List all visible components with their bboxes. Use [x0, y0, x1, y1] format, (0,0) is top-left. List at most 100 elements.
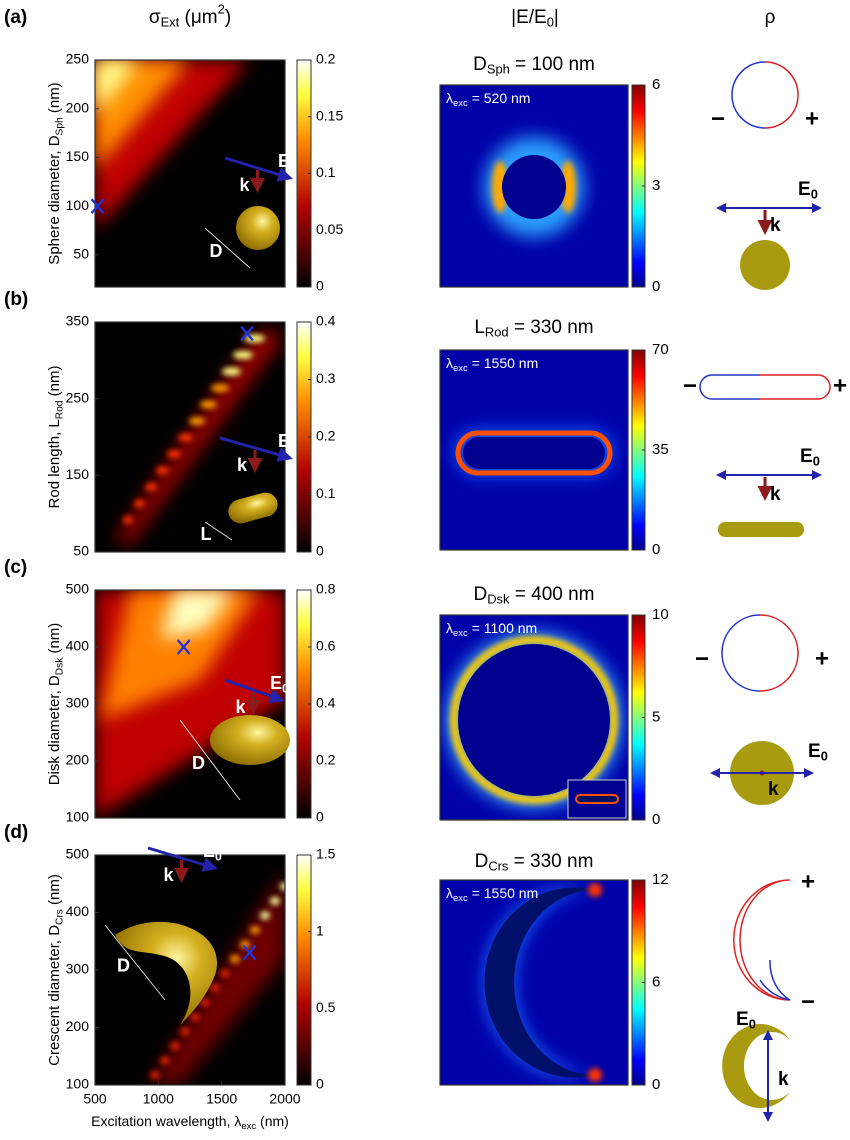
field-map-title-part: Crs [488, 859, 508, 874]
y-tick-label: 100 [66, 197, 90, 213]
excitation-label-part: λ [446, 620, 453, 636]
y-tick-label: 50 [73, 543, 89, 559]
excitation-label-part: = 1550 nm [468, 355, 538, 371]
y-tick-label: 200 [66, 99, 90, 115]
y-axis-label-part: Rod [54, 400, 65, 419]
field-map-title-part: = 330 nm [509, 317, 594, 338]
x-tick-label: 1500 [206, 1091, 237, 1107]
excitation-label-part: = 1550 nm [468, 885, 538, 901]
column-header-part: 0 [547, 15, 554, 30]
column-header-part: (μm [179, 7, 217, 28]
panel-label: (a) [4, 7, 27, 28]
column-header-part: ρ [765, 7, 776, 28]
field-colorbar-tick-label: 0 [652, 278, 660, 295]
colorbar-tick-label: 0.1 [316, 485, 336, 501]
colorbar-tick-label: 0.2 [316, 51, 336, 67]
y-axis-label-part: Crescent diameter, D [46, 925, 63, 1066]
column-header: σExt (μm2) [149, 2, 231, 30]
inset-size-label: D [210, 241, 223, 261]
field-colorbar-tick-label: 0 [652, 811, 660, 828]
x-axis-label-part: Excitation wavelength, λ [91, 1113, 241, 1129]
y-tick-label: 50 [73, 246, 89, 262]
inset-particle [236, 206, 280, 250]
field-map-title: DSph = 100 nm [473, 54, 595, 77]
colorbar [297, 855, 311, 1085]
column-header: |E/E0| [511, 7, 559, 30]
field-map-title-part: = 330 nm [508, 851, 593, 872]
charge-field-label: E0 [808, 741, 828, 764]
panel-label: (b) [4, 289, 28, 310]
charge-field-label-part: 0 [811, 187, 818, 202]
x-tick-label: 1000 [143, 1091, 174, 1107]
excitation-label-part: exc [453, 893, 468, 904]
inset-field-label: E0 [278, 151, 297, 174]
excitation-label-part: λ [446, 885, 453, 901]
heat-spot [270, 897, 280, 905]
field-map [440, 615, 628, 820]
charge-sign: + [805, 105, 819, 132]
inset-size-label: D [117, 955, 130, 975]
charge-half [700, 375, 760, 399]
field-map [440, 350, 628, 550]
y-tick-label: 400 [66, 638, 90, 654]
colorbar-tick-label: 0.15 [316, 107, 343, 123]
particle [463, 437, 605, 469]
charge-diagram: −+k [683, 372, 847, 537]
particle [502, 155, 566, 219]
field-map-title-part: Rod [485, 325, 509, 340]
excitation-label-part: = 1100 nm [468, 620, 537, 636]
y-tick-label: 400 [66, 903, 90, 919]
charge-half [732, 62, 765, 128]
heat-spot [156, 467, 169, 475]
y-tick-label: 300 [66, 961, 90, 977]
charge-diagram: −+k [711, 62, 820, 290]
field-colorbar-tick-label: 10 [652, 606, 669, 623]
field-hot [588, 883, 602, 897]
particle [458, 644, 610, 796]
y-axis-label-part: Sphere diameter, D [46, 135, 63, 264]
y-tick-label: 500 [66, 846, 90, 862]
column-header-part: ) [225, 7, 231, 28]
inset-field-label-part: 0 [282, 682, 289, 696]
heat-spot [190, 1013, 200, 1021]
y-tick-label: 250 [66, 389, 90, 405]
field-colorbar-tick-label: 35 [652, 441, 669, 458]
inset-field-label-part: E [270, 673, 282, 693]
field-map-title-part: D [475, 851, 489, 872]
x-tick-label: 2000 [269, 1091, 300, 1107]
field-colorbar-tick-label: 70 [652, 341, 669, 358]
field-map-title-part: = 100 nm [510, 54, 595, 75]
colorbar-tick-label: 0 [316, 278, 324, 294]
charge-sign: + [833, 372, 847, 399]
heat-spot [260, 912, 270, 920]
x-tick-label: 500 [83, 1091, 107, 1107]
y-axis-label: Disk diameter, DDsk (nm) [46, 623, 65, 786]
particle-shape [722, 1024, 790, 1108]
y-axis-label-part: Crs [54, 909, 65, 925]
charge-field-label-part: 0 [749, 1017, 756, 1032]
charge-field-label: E0 [800, 446, 820, 469]
heat-spot [167, 450, 181, 458]
charge-field-label-part: 0 [813, 454, 820, 469]
heat-spot [233, 351, 253, 359]
charge-sign: + [815, 645, 829, 672]
charge-field-label-part: E [800, 446, 813, 467]
inset-field-label: E0 [203, 841, 222, 864]
inset-field-label: E0 [278, 431, 297, 454]
field-map-title-part: Sph [487, 62, 510, 77]
heatmap [95, 590, 285, 818]
inset-size-label: D [192, 753, 205, 773]
inset-field-label-part: 0 [215, 850, 222, 864]
inset-size-label: L [201, 524, 212, 544]
y-axis-label-part: Dsk [54, 657, 65, 675]
excitation-label-part: λ [446, 355, 453, 371]
y-tick-label: 200 [66, 1018, 90, 1034]
charge-k-label: k [768, 779, 779, 800]
y-axis-label-part: (nm) [46, 623, 63, 658]
charge-sign: − [683, 372, 697, 399]
field-colorbar-tick-label: 0 [652, 1076, 660, 1093]
heat-spot [244, 335, 265, 343]
y-axis-label: Rod length, LRod (nm) [46, 366, 65, 509]
colorbar-tick-label: 0.4 [316, 695, 336, 711]
charge-sign: + [801, 868, 815, 895]
